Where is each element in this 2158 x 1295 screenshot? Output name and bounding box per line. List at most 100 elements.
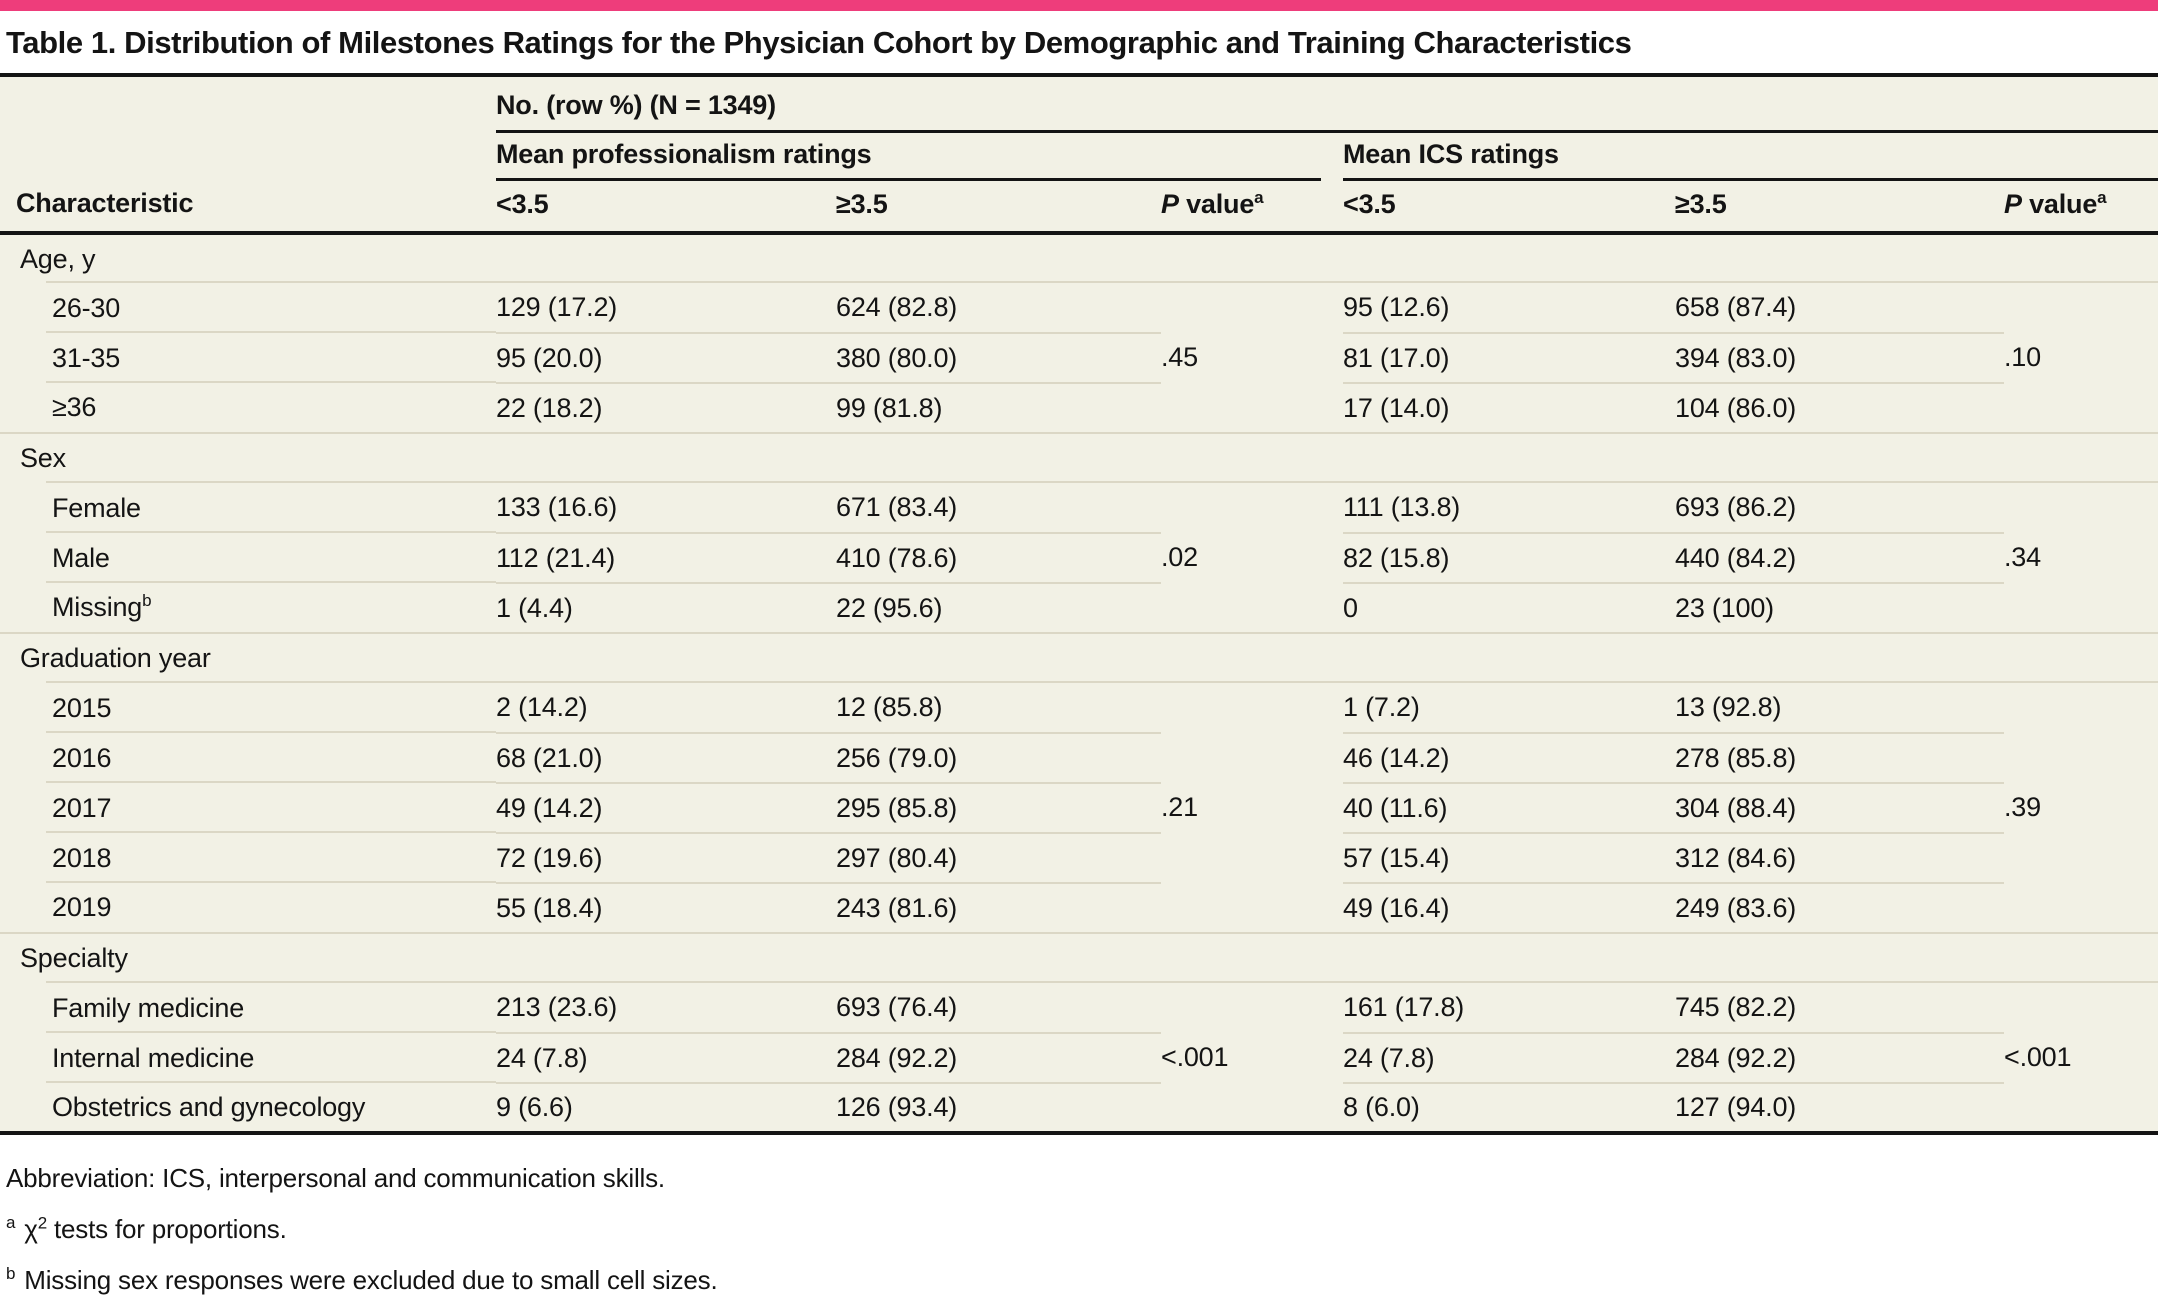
ics-ge-value: 127 (94.0) (1675, 1083, 2004, 1135)
col-header-characteristic: Characteristic (0, 75, 496, 235)
ics-lt-value: 95 (12.6) (1343, 283, 1675, 334)
ics-p-value: .39 (2004, 683, 2158, 934)
prof-ge-value: 284 (92.2) (836, 1033, 1161, 1084)
ics-lt-value: 161 (17.8) (1343, 983, 1675, 1034)
prof-lt-value: 213 (23.6) (496, 983, 836, 1034)
prof-ge-value: 671 (83.4) (836, 483, 1161, 534)
col-header-prof-lt: <3.5 (496, 181, 836, 235)
table-body: Age, y 26-30 129 (17.2) 624 (82.8) .45 95 (12… (0, 233, 2158, 1135)
section-header-row: Specialty (0, 933, 2158, 983)
prof-ge-value: 297 (80.4) (836, 833, 1161, 884)
group-header-professionalism: Mean professionalism ratings (496, 133, 1343, 181)
table-row: Missingb 1 (4.4) 22 (95.6) 0 23 (100) (0, 583, 2158, 634)
ics-lt-value: 81 (17.0) (1343, 333, 1675, 384)
ics-lt-value: 8 (6.0) (1343, 1083, 1675, 1135)
table-head: Characteristic No. (row %) (N = 1349) Me… (0, 75, 2158, 235)
prof-p-value: <.001 (1161, 983, 1343, 1135)
prof-lt-value: 22 (18.2) (496, 383, 836, 434)
chi-exponent: 2 (37, 1213, 47, 1233)
row-label-cell: Female (0, 483, 496, 533)
prof-lt-value: 112 (21.4) (496, 533, 836, 584)
prof-lt-value: 133 (16.6) (496, 483, 836, 534)
col-header-ics-ge: ≥3.5 (1675, 181, 2004, 235)
prof-p-value: .45 (1161, 283, 1343, 434)
row-label: ≥36 (52, 392, 97, 422)
col-header-prof-ge: ≥3.5 (836, 181, 1161, 235)
prof-ge-value: 12 (85.8) (836, 683, 1161, 734)
table-row: Male 112 (21.4) 410 (78.6) 82 (15.8) 440 (84… (0, 533, 2158, 584)
ics-ge-value: 278 (85.8) (1675, 733, 2004, 784)
ics-ge-value: 104 (86.0) (1675, 383, 2004, 434)
footnote-b-marker: b (6, 1264, 16, 1284)
footnote-abbreviation: Abbreviation: ICS, interpersonal and com… (6, 1163, 665, 1193)
row-label-cell: 26-30 (0, 283, 496, 333)
prof-lt-value: 49 (14.2) (496, 783, 836, 834)
p-rest: value (1178, 189, 1255, 219)
prof-p-value: .21 (1161, 683, 1343, 934)
accent-bar (0, 0, 2158, 11)
header-row-groups: Mean professionalism ratings Mean ICS ra… (0, 133, 2158, 181)
ics-ge-value: 440 (84.2) (1675, 533, 2004, 584)
footnote-a-text: tests for proportions. (46, 1214, 287, 1244)
n-total-label: No. (row %) (N = 1349) (496, 90, 2158, 133)
ics-lt-value: 49 (16.4) (1343, 883, 1675, 934)
header-row-subcolumns: <3.5 ≥3.5 P valuea <3.5 ≥3.5 P valuea (0, 181, 2158, 235)
row-label: 31-35 (52, 342, 121, 373)
row-label-footnote-marker: b (142, 591, 152, 610)
prof-ge-value: 693 (76.4) (836, 983, 1161, 1034)
ics-lt-value: 82 (15.8) (1343, 533, 1675, 584)
ics-lt-value: 0 (1343, 583, 1675, 634)
ics-ge-value: 693 (86.2) (1675, 483, 2004, 534)
ics-ge-value: 304 (88.4) (1675, 783, 2004, 834)
chi-symbol: χ (24, 1214, 38, 1244)
prof-lt-value: 72 (19.6) (496, 833, 836, 884)
section-label: Graduation year (0, 633, 2158, 683)
footnote-b-text: Missing sex responses were excluded due … (24, 1265, 718, 1295)
prof-ge-value: 380 (80.0) (836, 333, 1161, 384)
p-footnote-marker: a (2097, 188, 2107, 207)
prof-ge-value: 624 (82.8) (836, 283, 1161, 334)
table-row: Obstetrics and gynecology 9 (6.6) 126 (93.… (0, 1083, 2158, 1135)
prof-ge-value: 126 (93.4) (836, 1083, 1161, 1135)
row-label: 2016 (52, 742, 112, 773)
p-italic: P (2004, 189, 2022, 219)
row-label: Obstetrics and gynecology (52, 1091, 366, 1122)
table-row: Internal medicine 24 (7.8) 284 (92.2) 24 (7… (0, 1033, 2158, 1084)
prof-lt-value: 55 (18.4) (496, 883, 836, 934)
row-label-cell: 2017 (0, 783, 496, 833)
row-label-cell: Missingb (0, 583, 496, 634)
col-header-ics-pvalue: P valuea (2004, 181, 2158, 235)
row-label: Internal medicine (52, 1042, 255, 1073)
ics-p-value: .34 (2004, 483, 2158, 634)
ics-lt-value: 1 (7.2) (1343, 683, 1675, 734)
prof-p-value: .02 (1161, 483, 1343, 634)
table-row: 2017 49 (14.2) 295 (85.8) 40 (11.6) 304 (88.… (0, 783, 2158, 834)
ics-ge-value: 745 (82.2) (1675, 983, 2004, 1034)
row-label-cell: 2015 (0, 683, 496, 733)
row-label: Male (52, 542, 110, 573)
prof-lt-value: 1 (4.4) (496, 583, 836, 634)
ics-ge-value: 658 (87.4) (1675, 283, 2004, 334)
ics-ge-value: 13 (92.8) (1675, 683, 2004, 734)
header-row-span: Characteristic No. (row %) (N = 1349) (0, 75, 2158, 235)
table-row: ≥36 22 (18.2) 99 (81.8) 17 (14.0) 104 (86.0) (0, 383, 2158, 434)
section-label: Specialty (0, 933, 2158, 983)
prof-lt-value: 24 (7.8) (496, 1033, 836, 1084)
row-label-cell: 2016 (0, 733, 496, 783)
row-label-cell: 31-35 (0, 333, 496, 383)
section-header-row: Age, y (0, 233, 2158, 283)
section-header-row: Sex (0, 433, 2158, 483)
ics-lt-value: 111 (13.8) (1343, 483, 1675, 534)
prof-ge-value: 295 (85.8) (836, 783, 1161, 834)
prof-lt-value: 9 (6.6) (496, 1083, 836, 1135)
prof-ge-value: 22 (95.6) (836, 583, 1161, 634)
row-label: 26-30 (52, 292, 121, 323)
footnotes: Abbreviation: ICS, interpersonal and com… (0, 1135, 2158, 1295)
ics-group-label: Mean ICS ratings (1343, 139, 2158, 181)
ics-p-value: <.001 (2004, 983, 2158, 1135)
table-row: 31-35 95 (20.0) 380 (80.0) 81 (17.0) 394 (83… (0, 333, 2158, 384)
ics-lt-value: 46 (14.2) (1343, 733, 1675, 784)
row-label: Family medicine (52, 992, 245, 1023)
row-label: 2017 (52, 792, 112, 823)
group-header-ics: Mean ICS ratings (1343, 133, 2158, 181)
